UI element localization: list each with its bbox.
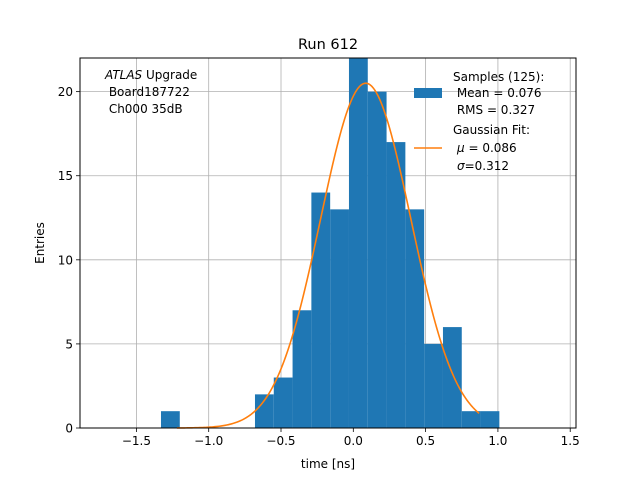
annotation-box: ATLAS Upgrade Board187722 Ch000 35dB bbox=[104, 68, 197, 116]
histogram-bar bbox=[330, 209, 349, 428]
histogram-bar bbox=[461, 411, 481, 428]
annotation-line-1: ATLAS Upgrade bbox=[104, 68, 197, 82]
chart-title: Run 612 bbox=[298, 37, 358, 53]
x-tick-label: 1.0 bbox=[488, 434, 507, 448]
x-tick-label: −1.5 bbox=[122, 434, 151, 448]
histogram-bar bbox=[405, 209, 425, 428]
legend-sigma-symbol: σ bbox=[457, 159, 465, 173]
histogram-bar bbox=[386, 142, 406, 428]
legend-hist-rms: RMS = 0.327 bbox=[453, 103, 535, 117]
x-tick-label: 1.5 bbox=[561, 434, 580, 448]
gaussian-fit-curve bbox=[176, 82, 480, 429]
y-tick-label: 15 bbox=[58, 169, 73, 183]
annotation-line-2: Board187722 bbox=[105, 85, 190, 99]
legend-hist-mean: Mean = 0.076 bbox=[453, 86, 542, 100]
annotation-upgrade: Upgrade bbox=[142, 68, 197, 82]
annotation-atlas: ATLAS bbox=[104, 68, 143, 82]
y-axis-label: Entries bbox=[33, 222, 47, 264]
axis-ticks: −1.5 −1.0 −0.5 0.0 0.5 1.0 1.5 0 5 10 15 20 bbox=[58, 85, 580, 448]
histogram-bar bbox=[442, 327, 462, 428]
histogram-bar bbox=[160, 411, 180, 428]
x-tick-label: 0.5 bbox=[416, 434, 435, 448]
legend-mu-value: = 0.086 bbox=[465, 141, 517, 155]
legend-mu-symbol: μ bbox=[456, 141, 465, 155]
histogram-bar bbox=[480, 411, 500, 428]
x-tick-label: −1.0 bbox=[194, 434, 223, 448]
legend-fit-title: Gaussian Fit: bbox=[453, 123, 530, 137]
legend: Samples (125): Mean = 0.076 RMS = 0.327 … bbox=[414, 70, 544, 173]
annotation-line-3: Ch000 35dB bbox=[105, 102, 183, 116]
histogram-bar bbox=[367, 91, 387, 429]
legend-sigma-value: =0.312 bbox=[465, 159, 509, 173]
x-tick-label: 0.0 bbox=[344, 434, 363, 448]
histogram-bars bbox=[160, 58, 500, 429]
histogram-bar bbox=[254, 394, 274, 428]
x-tick-label: −0.5 bbox=[266, 434, 295, 448]
legend-fit-mu: μ = 0.086 bbox=[456, 141, 517, 155]
histogram-bar bbox=[292, 310, 312, 428]
y-tick-label: 5 bbox=[65, 337, 73, 351]
histogram-bar bbox=[348, 58, 368, 428]
histogram-bar bbox=[273, 377, 293, 428]
fit-line bbox=[176, 82, 480, 429]
legend-hist-swatch bbox=[414, 88, 442, 98]
y-tick-label: 20 bbox=[58, 85, 73, 99]
histogram-bar bbox=[311, 192, 331, 428]
x-axis-label: time [ns] bbox=[301, 457, 355, 471]
y-tick-label: 0 bbox=[65, 422, 73, 436]
y-tick-label: 10 bbox=[58, 253, 73, 267]
plot-frame bbox=[79, 57, 577, 429]
legend-hist-title: Samples (125): bbox=[453, 70, 544, 84]
legend-fit-sigma: σ=0.312 bbox=[457, 159, 509, 173]
histogram-bar bbox=[424, 343, 443, 428]
